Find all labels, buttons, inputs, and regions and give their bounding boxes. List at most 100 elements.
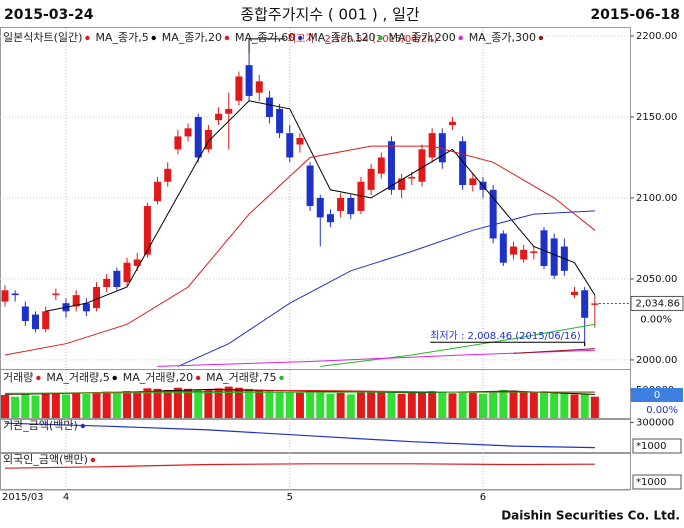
volume-bar	[204, 389, 213, 418]
legend-label: 거래량	[3, 371, 33, 384]
y-tick-label: 2000.00	[636, 355, 677, 366]
candle-body	[255, 81, 263, 93]
candle-body	[11, 293, 19, 296]
candle-body	[387, 141, 395, 190]
volume-bar	[255, 389, 264, 418]
volume-bar	[458, 391, 467, 418]
candle-body	[510, 246, 517, 255]
candle-body	[540, 230, 548, 266]
start-date: 2015-03-24	[4, 7, 94, 23]
candle-body	[82, 303, 90, 312]
volume-bar	[438, 392, 447, 418]
volume-bar	[306, 390, 315, 418]
legend-marker	[224, 35, 230, 41]
volume-bar	[214, 388, 223, 418]
candle-body	[225, 108, 233, 114]
volume-bar	[417, 391, 426, 418]
volume-bar	[387, 392, 396, 418]
candle-body	[530, 251, 538, 254]
legend-marker	[538, 35, 544, 41]
legend-marker	[80, 423, 86, 429]
volume-bar	[72, 393, 81, 418]
candle-body	[93, 287, 101, 309]
candle-body	[52, 293, 60, 296]
volume-bar	[173, 387, 182, 418]
candle-body	[184, 128, 192, 137]
volume-bar	[509, 390, 518, 418]
candle-body	[316, 197, 324, 218]
candle-body	[164, 168, 172, 182]
low-annotation: 최저가 : 2,008.46 (2015/06/16)	[430, 330, 581, 342]
x-tick-label: 2015/03	[2, 492, 44, 503]
candle-body	[143, 206, 151, 255]
high-annotation: 최고가 : 2,189.54 (2015/04/24)	[287, 33, 438, 45]
candle-body	[296, 138, 304, 145]
volume-bar	[346, 394, 355, 418]
amount-line	[4, 463, 595, 469]
candle-body	[42, 311, 50, 330]
volume-bar	[519, 391, 528, 418]
candle-body	[591, 303, 599, 305]
legend-label: MA_종가,60	[235, 31, 295, 44]
legend-label: 기관_금액(백만)	[3, 419, 78, 432]
chart-title: 종합주가지수 ( 001 ) , 일간	[240, 6, 420, 24]
volume-bar	[21, 394, 30, 418]
volume-bar	[41, 393, 50, 418]
candle-body	[154, 181, 162, 202]
candle-body	[276, 108, 284, 134]
ma-line	[513, 348, 595, 354]
volume-bar	[336, 392, 345, 418]
volume-bar	[31, 395, 40, 418]
candle-body	[581, 290, 589, 318]
candle-body	[72, 295, 80, 307]
volume-bar	[92, 392, 101, 418]
change-value: 0.00%	[640, 314, 672, 325]
candle-body	[123, 262, 131, 283]
ma-line	[320, 323, 595, 367]
volume-bar	[428, 391, 437, 418]
unit-box	[632, 474, 682, 490]
legend-label: MA_거래량,5	[46, 371, 109, 384]
legend-marker	[195, 375, 201, 381]
legend-marker	[151, 35, 156, 41]
volume-bar	[367, 391, 376, 418]
candle-body	[377, 157, 385, 174]
unit-label: *1000	[636, 477, 666, 488]
volume-bar	[316, 391, 325, 418]
last-value: 2,034.86	[635, 298, 680, 309]
volume-bar	[529, 392, 538, 418]
volume-bar	[499, 389, 508, 418]
candle-body	[347, 197, 355, 215]
volume-bar	[224, 386, 233, 418]
y-tick-label: 2100.00	[636, 193, 677, 204]
last-value: 0	[654, 390, 660, 401]
volume-bar	[489, 391, 498, 418]
volume-bar	[448, 393, 457, 418]
volume-bar	[550, 391, 559, 418]
volume-bar	[397, 393, 406, 418]
volume-bar	[184, 388, 193, 418]
volume-bar	[356, 392, 365, 418]
ma-line	[45, 100, 596, 312]
candle-body	[113, 270, 121, 288]
volume-bar	[123, 391, 132, 418]
legend-marker	[85, 35, 90, 41]
volume-bar	[407, 393, 416, 418]
legend-label: MA_종가,120	[308, 31, 375, 44]
candle-body	[398, 178, 406, 190]
volume-bar	[82, 393, 91, 418]
volume-bar	[133, 391, 142, 418]
candle-body	[499, 233, 507, 263]
volume-bar	[275, 391, 284, 418]
legend-label: MA_종가,5	[95, 31, 148, 44]
volume-bar	[102, 391, 111, 418]
candle-body	[469, 178, 477, 185]
candle-body	[418, 149, 426, 182]
candle-body	[448, 121, 456, 126]
volume-ma-line	[4, 391, 595, 394]
amount-line	[4, 422, 595, 449]
volume-bar	[234, 387, 243, 418]
volume-bar	[590, 396, 599, 418]
